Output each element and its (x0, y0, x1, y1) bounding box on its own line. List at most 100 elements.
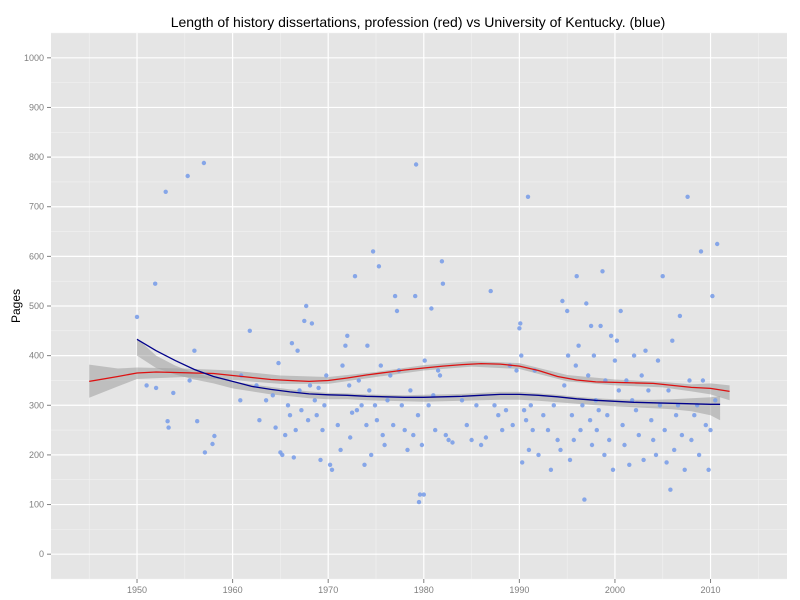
data-point (356, 378, 361, 383)
data-point (591, 353, 597, 358)
data-point (500, 427, 505, 433)
data-point (519, 353, 524, 358)
data-point (372, 403, 378, 408)
data-point (492, 403, 497, 408)
data-point (514, 368, 519, 373)
data-point (620, 422, 625, 428)
data-point (413, 293, 418, 299)
data-point (382, 442, 387, 448)
data-point (641, 457, 646, 463)
data-point (411, 432, 416, 438)
data-point (394, 308, 400, 314)
data-point (263, 398, 269, 403)
data-point (392, 293, 398, 299)
data-point (596, 408, 601, 413)
data-point (440, 281, 446, 286)
data-point (627, 462, 632, 467)
data-point (285, 403, 291, 408)
data-point (153, 385, 159, 391)
data-point (422, 358, 427, 363)
data-point (622, 442, 627, 448)
data-point (304, 303, 309, 309)
data-point (675, 403, 681, 408)
x-tick-label: 1990 (509, 585, 529, 595)
data-point (488, 288, 493, 294)
data-point (289, 341, 295, 346)
data-point (612, 358, 618, 363)
data-point (362, 462, 367, 467)
data-point (338, 447, 343, 453)
data-point (614, 338, 620, 343)
data-point (565, 353, 571, 358)
data-point (551, 403, 556, 408)
data-point (163, 189, 168, 194)
data-point (571, 437, 576, 443)
data-point (594, 427, 599, 433)
data-point (639, 373, 644, 378)
data-point (340, 363, 345, 368)
data-point (443, 432, 448, 438)
data-point (624, 378, 629, 383)
trend-lines (89, 338, 730, 405)
data-point (348, 435, 353, 440)
data-point (446, 437, 451, 443)
data-point (713, 398, 718, 403)
data-point (588, 323, 594, 329)
data-point (247, 328, 252, 333)
data-point (520, 460, 525, 465)
y-tick-label: 500 (29, 301, 44, 311)
data-point (312, 398, 317, 403)
data-point (673, 413, 679, 418)
data-point (273, 425, 278, 430)
data-point (664, 460, 669, 465)
data-point (374, 418, 380, 423)
data-point (668, 487, 673, 492)
data-point (295, 348, 300, 353)
data-point (349, 410, 355, 415)
grid-minor (51, 32, 787, 580)
data-point (528, 403, 533, 408)
data-point (166, 425, 171, 430)
data-point (496, 413, 501, 418)
data-point (586, 373, 591, 378)
data-point (602, 452, 607, 458)
data-point (578, 427, 583, 433)
grid-major (51, 33, 787, 579)
data-point (322, 403, 327, 408)
data-point (584, 301, 589, 306)
data-point (651, 437, 656, 443)
data-point (633, 408, 639, 413)
data-point (378, 363, 383, 368)
data-point (276, 360, 281, 366)
data-point (670, 338, 675, 343)
data-point (576, 343, 581, 348)
data-point (388, 373, 393, 378)
uk-confidence-ribbon (137, 338, 721, 421)
data-point (560, 298, 565, 304)
data-point (364, 422, 369, 428)
data-point (608, 333, 614, 338)
data-point (657, 403, 663, 408)
data-point (171, 390, 176, 396)
data-point (677, 313, 683, 319)
data-point (536, 452, 541, 458)
y-tick-label: 100 (29, 500, 44, 510)
data-point (666, 388, 671, 393)
y-axis: 0 100 200 300 400 500 600 700 800 900 1000 (24, 53, 51, 559)
data-point (369, 452, 374, 458)
data-point (402, 427, 407, 433)
data-point (212, 433, 217, 439)
data-point (521, 408, 527, 413)
data-point (370, 249, 376, 254)
data-point (153, 281, 158, 286)
data-point (662, 427, 667, 433)
data-point (696, 452, 702, 458)
data-point (413, 162, 419, 167)
y-tick-label: 1000 (24, 53, 44, 63)
data-point (293, 427, 298, 433)
data-point (437, 373, 443, 378)
data-point (429, 306, 434, 311)
data-point (483, 435, 489, 440)
data-point (417, 492, 423, 497)
